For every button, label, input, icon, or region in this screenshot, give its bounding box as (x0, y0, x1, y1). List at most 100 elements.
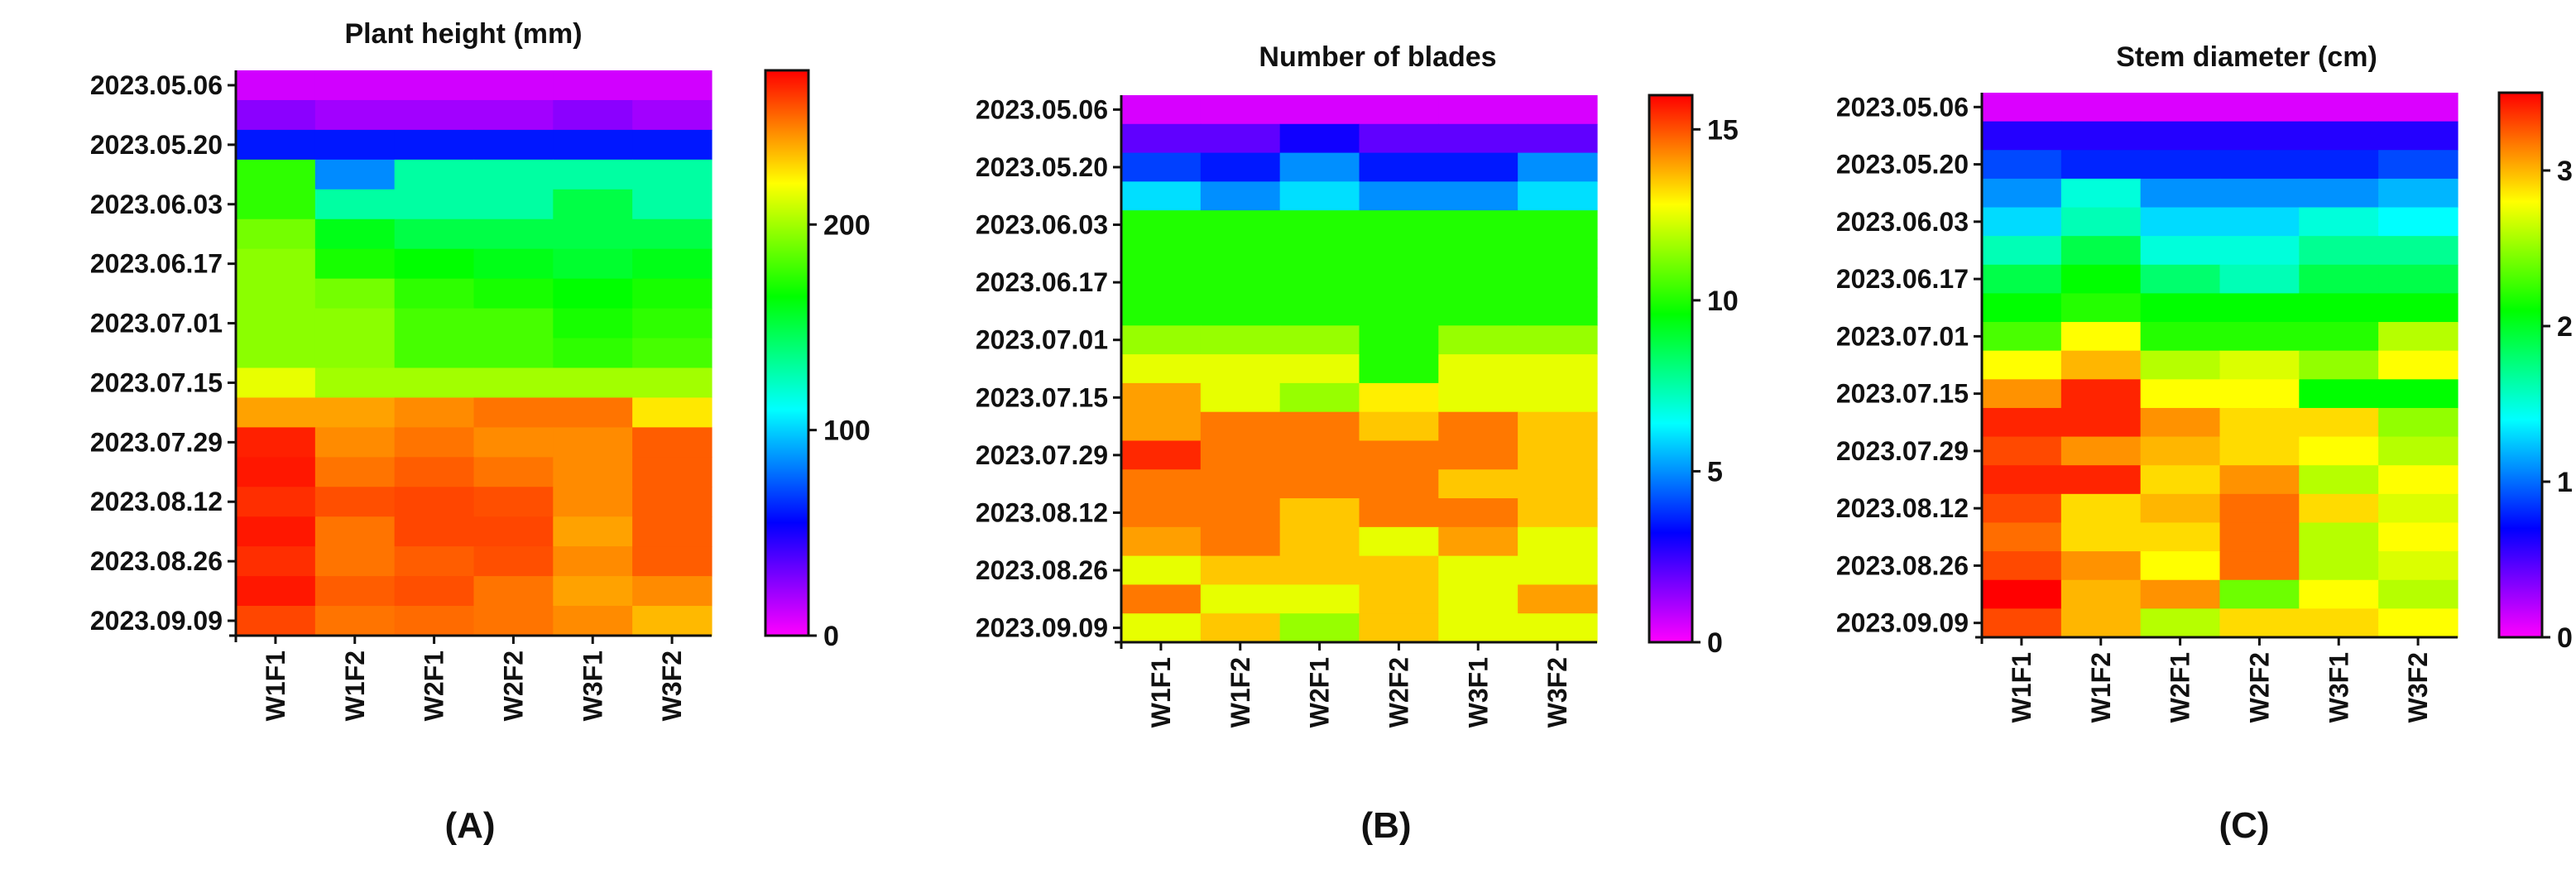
heatmap-cell (553, 367, 633, 399)
heatmap-cell (632, 397, 712, 428)
x-tick-label: W1F1 (2007, 652, 2036, 723)
x-tick-label: W3F2 (2403, 652, 2433, 723)
heatmap-cell (473, 70, 554, 101)
colorbar-tick-label: 100 (823, 415, 871, 447)
heatmap-cell (1359, 210, 1439, 240)
heatmap-cell (1982, 150, 2062, 180)
heatmap-cell (2378, 236, 2458, 266)
x-tick-label: W1F1 (261, 651, 290, 721)
heatmap-cell (1359, 238, 1439, 269)
chart-title: Stem diameter (cm) (2116, 41, 2377, 73)
heatmap-cell (2219, 93, 2300, 122)
y-tick-label: 2023.09.09 (1836, 608, 1969, 638)
heatmap-cell (553, 546, 633, 577)
heatmap-cell (394, 129, 475, 161)
y-tick-label: 2023.07.15 (976, 382, 1108, 412)
heatmap-cell (1518, 152, 1598, 182)
heatmap-cell (314, 189, 396, 220)
heatmap-cell (1438, 95, 1518, 125)
heatmap-cell (1518, 440, 1598, 470)
heatmap-cell (2299, 207, 2379, 237)
heatmap-cell (1359, 354, 1439, 384)
y-tick-label: 2023.07.01 (976, 325, 1108, 355)
heatmap-cell (236, 278, 316, 310)
heatmap-cell (1279, 526, 1360, 557)
heatmap-cell (394, 367, 475, 399)
y-tick-label: 2023.07.29 (976, 440, 1108, 470)
heatmap-cell (314, 397, 396, 428)
heatmap-cell (2378, 465, 2458, 495)
heatmap-cell (1438, 584, 1518, 614)
heatmap-cell (1359, 296, 1439, 326)
heatmap-cell (2378, 522, 2458, 552)
heatmap-cell (1982, 121, 2062, 151)
heatmap-cell (2378, 121, 2458, 151)
heatmap-cell (1359, 382, 1439, 413)
heatmap-cell (1438, 152, 1518, 182)
heatmap-cell (2140, 379, 2221, 409)
colorbar-tick-label: 15 (1707, 114, 1739, 146)
heatmap-cell (2378, 207, 2458, 237)
y-tick-label: 2023.05.06 (90, 70, 223, 100)
heatmap-cell (1982, 465, 2062, 495)
heatmap-cell (1200, 440, 1281, 470)
heatmap-cell (1279, 123, 1360, 154)
x-tick-label: W3F1 (1463, 657, 1493, 727)
heatmap-cell (1200, 238, 1281, 269)
x-tick-label: W2F1 (1305, 657, 1335, 727)
heatmap-cell (1200, 613, 1281, 643)
heatmap-cell (236, 487, 316, 517)
heatmap-cell (473, 367, 554, 399)
heatmap-cell (2140, 608, 2221, 638)
heatmap-cell (1518, 584, 1598, 614)
colorbar-tick-label: 0 (1707, 627, 1723, 659)
heatmap-cell (473, 159, 554, 190)
x-tick-label: W2F1 (420, 651, 449, 721)
heatmap-cell (632, 278, 712, 310)
heatmap-cell (473, 606, 554, 636)
heatmap-cell (1200, 210, 1281, 240)
heatmap-cell (632, 427, 712, 458)
heatmap-cell (1982, 264, 2062, 295)
y-tick-label: 2023.05.20 (976, 152, 1108, 182)
heatmap-cell (2140, 579, 2221, 609)
x-tick-label: W3F2 (1542, 657, 1572, 727)
y-tick-label: 2023.06.03 (90, 190, 223, 219)
heatmap-cell (236, 189, 316, 220)
heatmap-cell (1121, 382, 1202, 413)
heatmap-cell (1438, 526, 1518, 557)
y-tick-label: 2023.07.15 (1836, 379, 1969, 409)
heatmap-cell (553, 338, 633, 369)
heatmap-cell (632, 487, 712, 517)
heatmap-cell (632, 308, 712, 339)
heatmap-cell (1279, 325, 1360, 355)
heatmap-cell (1279, 181, 1360, 211)
heatmap-cell (1279, 584, 1360, 614)
heatmap-cell (236, 159, 316, 190)
heatmap-cell (2299, 379, 2379, 409)
heatmap-cell (2299, 407, 2379, 438)
heatmap-cell (2299, 551, 2379, 581)
heatmap-cell (2060, 264, 2142, 295)
heatmap-cell (236, 516, 316, 547)
heatmap-cell (314, 159, 396, 190)
heatmap-cell (236, 546, 316, 577)
heatmap-cell (1982, 407, 2062, 438)
heatmap-cell (394, 189, 475, 220)
heatmap-cell (394, 516, 475, 547)
heatmap-cell (314, 606, 396, 636)
heatmap-cell (473, 546, 554, 577)
heatmap-cell (1121, 296, 1202, 326)
heatmap-cell (632, 70, 712, 101)
colorbar-tick-label: 0 (823, 621, 839, 652)
heatmap-cell (1200, 584, 1281, 614)
heatmap-cell (632, 457, 712, 487)
heatmap-cell (314, 308, 396, 339)
heatmap-cell (314, 427, 396, 458)
heatmap-cell (2140, 322, 2221, 352)
heatmap-cell (236, 367, 316, 399)
heatmap-cell (1121, 210, 1202, 240)
heatmap-cell (553, 189, 633, 220)
y-tick-label: 2023.05.20 (1836, 150, 1969, 180)
heatmap-cell (2299, 264, 2379, 295)
